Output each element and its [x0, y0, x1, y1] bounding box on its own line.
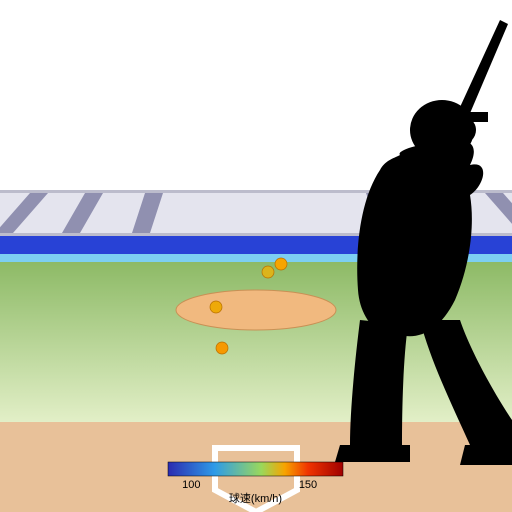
legend-colorbar — [168, 462, 343, 476]
legend-tick: 100 — [182, 479, 200, 491]
pitch-marker — [216, 342, 228, 354]
legend-title: 球速(km/h) — [229, 491, 282, 505]
pitch-marker — [275, 258, 287, 270]
legend-tick: 150 — [299, 479, 317, 491]
pitch-marker — [262, 266, 274, 278]
pitch-location-chart: 100 150 球速(km/h) — [0, 0, 512, 512]
pitchers-mound — [176, 290, 336, 330]
pitch-marker — [210, 301, 222, 313]
chart-svg: 100 150 球速(km/h) — [0, 0, 512, 512]
